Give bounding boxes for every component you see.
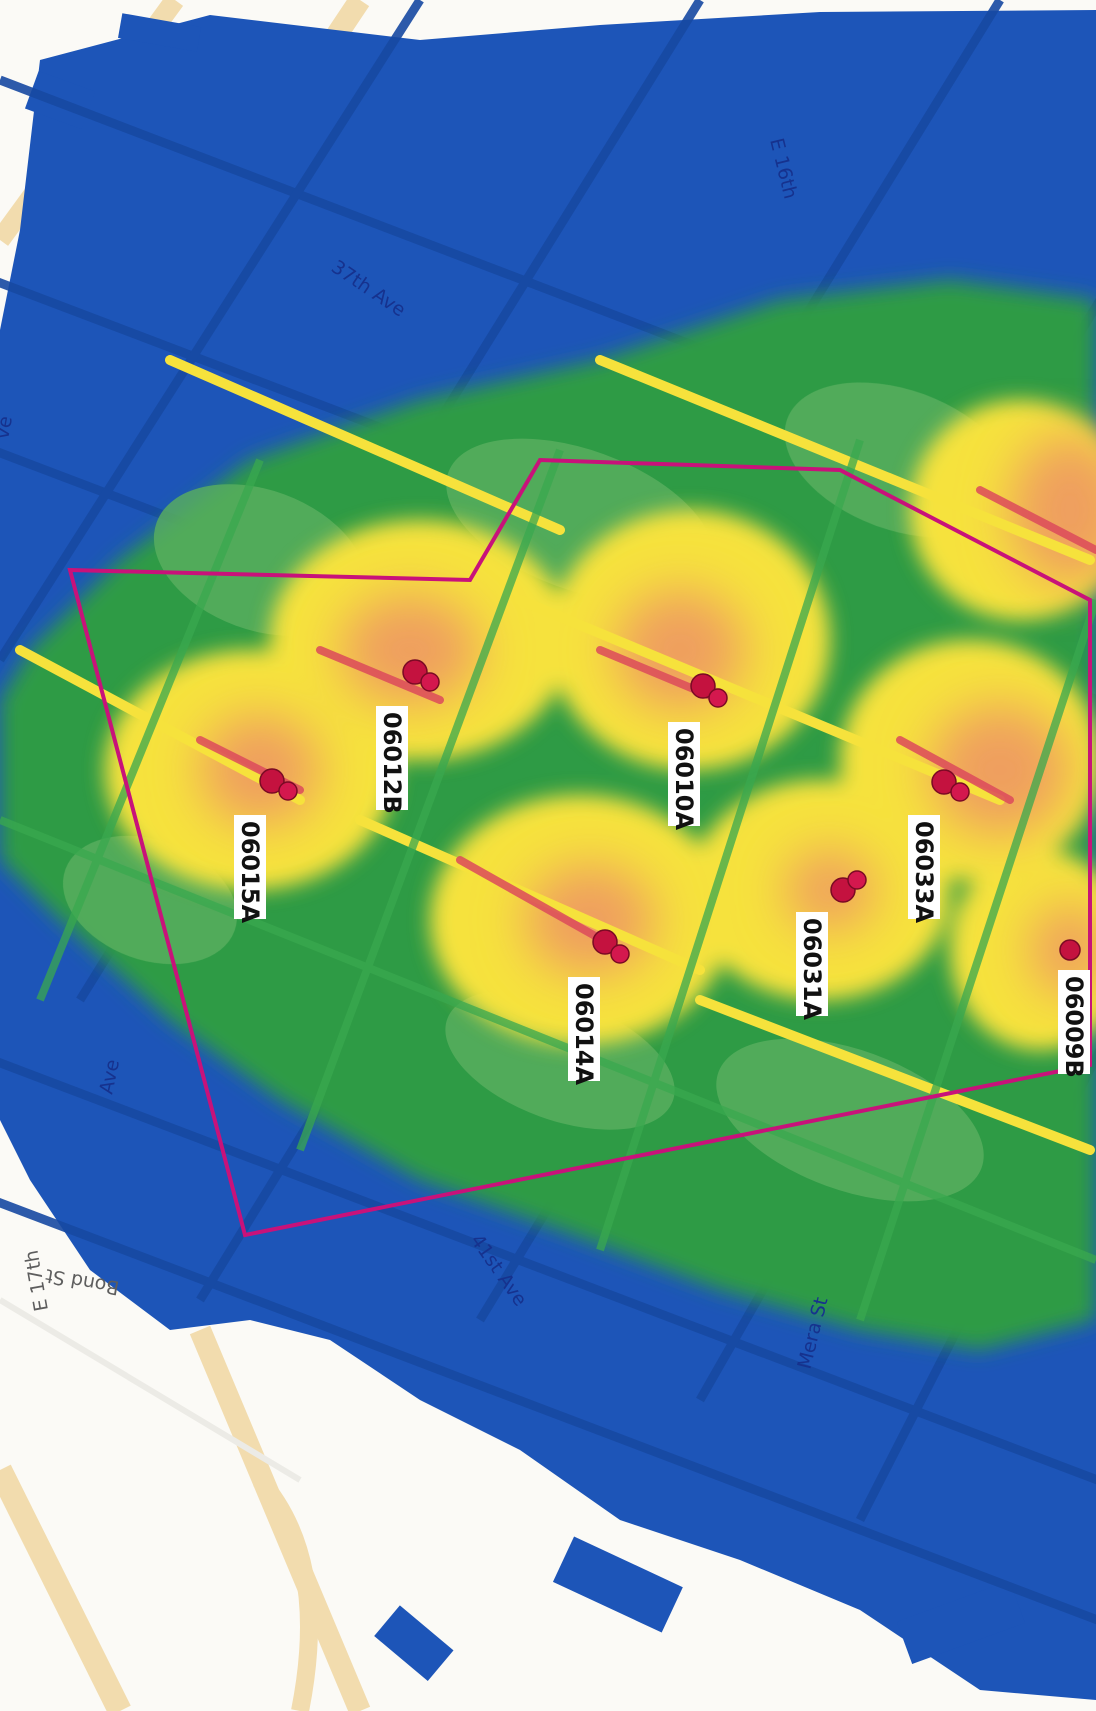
- site-label-06010A: 06010A: [668, 722, 700, 830]
- site-marker-06033A[interactable]: [931, 769, 970, 802]
- site-marker-06010A[interactable]: [690, 673, 728, 708]
- coverage-weak-speckle: [24, 13, 1025, 1682]
- site-marker-06012B[interactable]: [402, 659, 440, 692]
- site-label-06031A: 06031A: [796, 912, 828, 1020]
- svg-text:06014A: 06014A: [570, 983, 598, 1085]
- svg-text:06012B: 06012B: [378, 712, 406, 814]
- site-marker-06015A[interactable]: [259, 768, 298, 801]
- site-marker-06031A[interactable]: [830, 870, 867, 903]
- site-label-06015A: 06015A: [234, 815, 266, 923]
- street-grid-coverage: [0, 438, 1096, 1322]
- site-label-06014A: 06014A: [568, 977, 600, 1085]
- street-label-partial-ave: ve: [0, 414, 17, 440]
- site-marker-06009B[interactable]: [1059, 939, 1081, 961]
- site-boundary: [67, 457, 1092, 1238]
- site-label-06012B: 06012B: [376, 706, 408, 814]
- svg-text:06033A: 06033A: [910, 821, 938, 923]
- svg-text:06031A: 06031A: [798, 918, 826, 1020]
- svg-text:06009B: 06009B: [1060, 976, 1088, 1078]
- svg-text:06010A: 06010A: [670, 728, 698, 830]
- site-label-06009B: 06009B: [1058, 970, 1090, 1078]
- svg-text:06015A: 06015A: [236, 821, 264, 923]
- site-label-06033A: 06033A: [908, 815, 940, 923]
- site-marker-06014A[interactable]: [592, 929, 630, 964]
